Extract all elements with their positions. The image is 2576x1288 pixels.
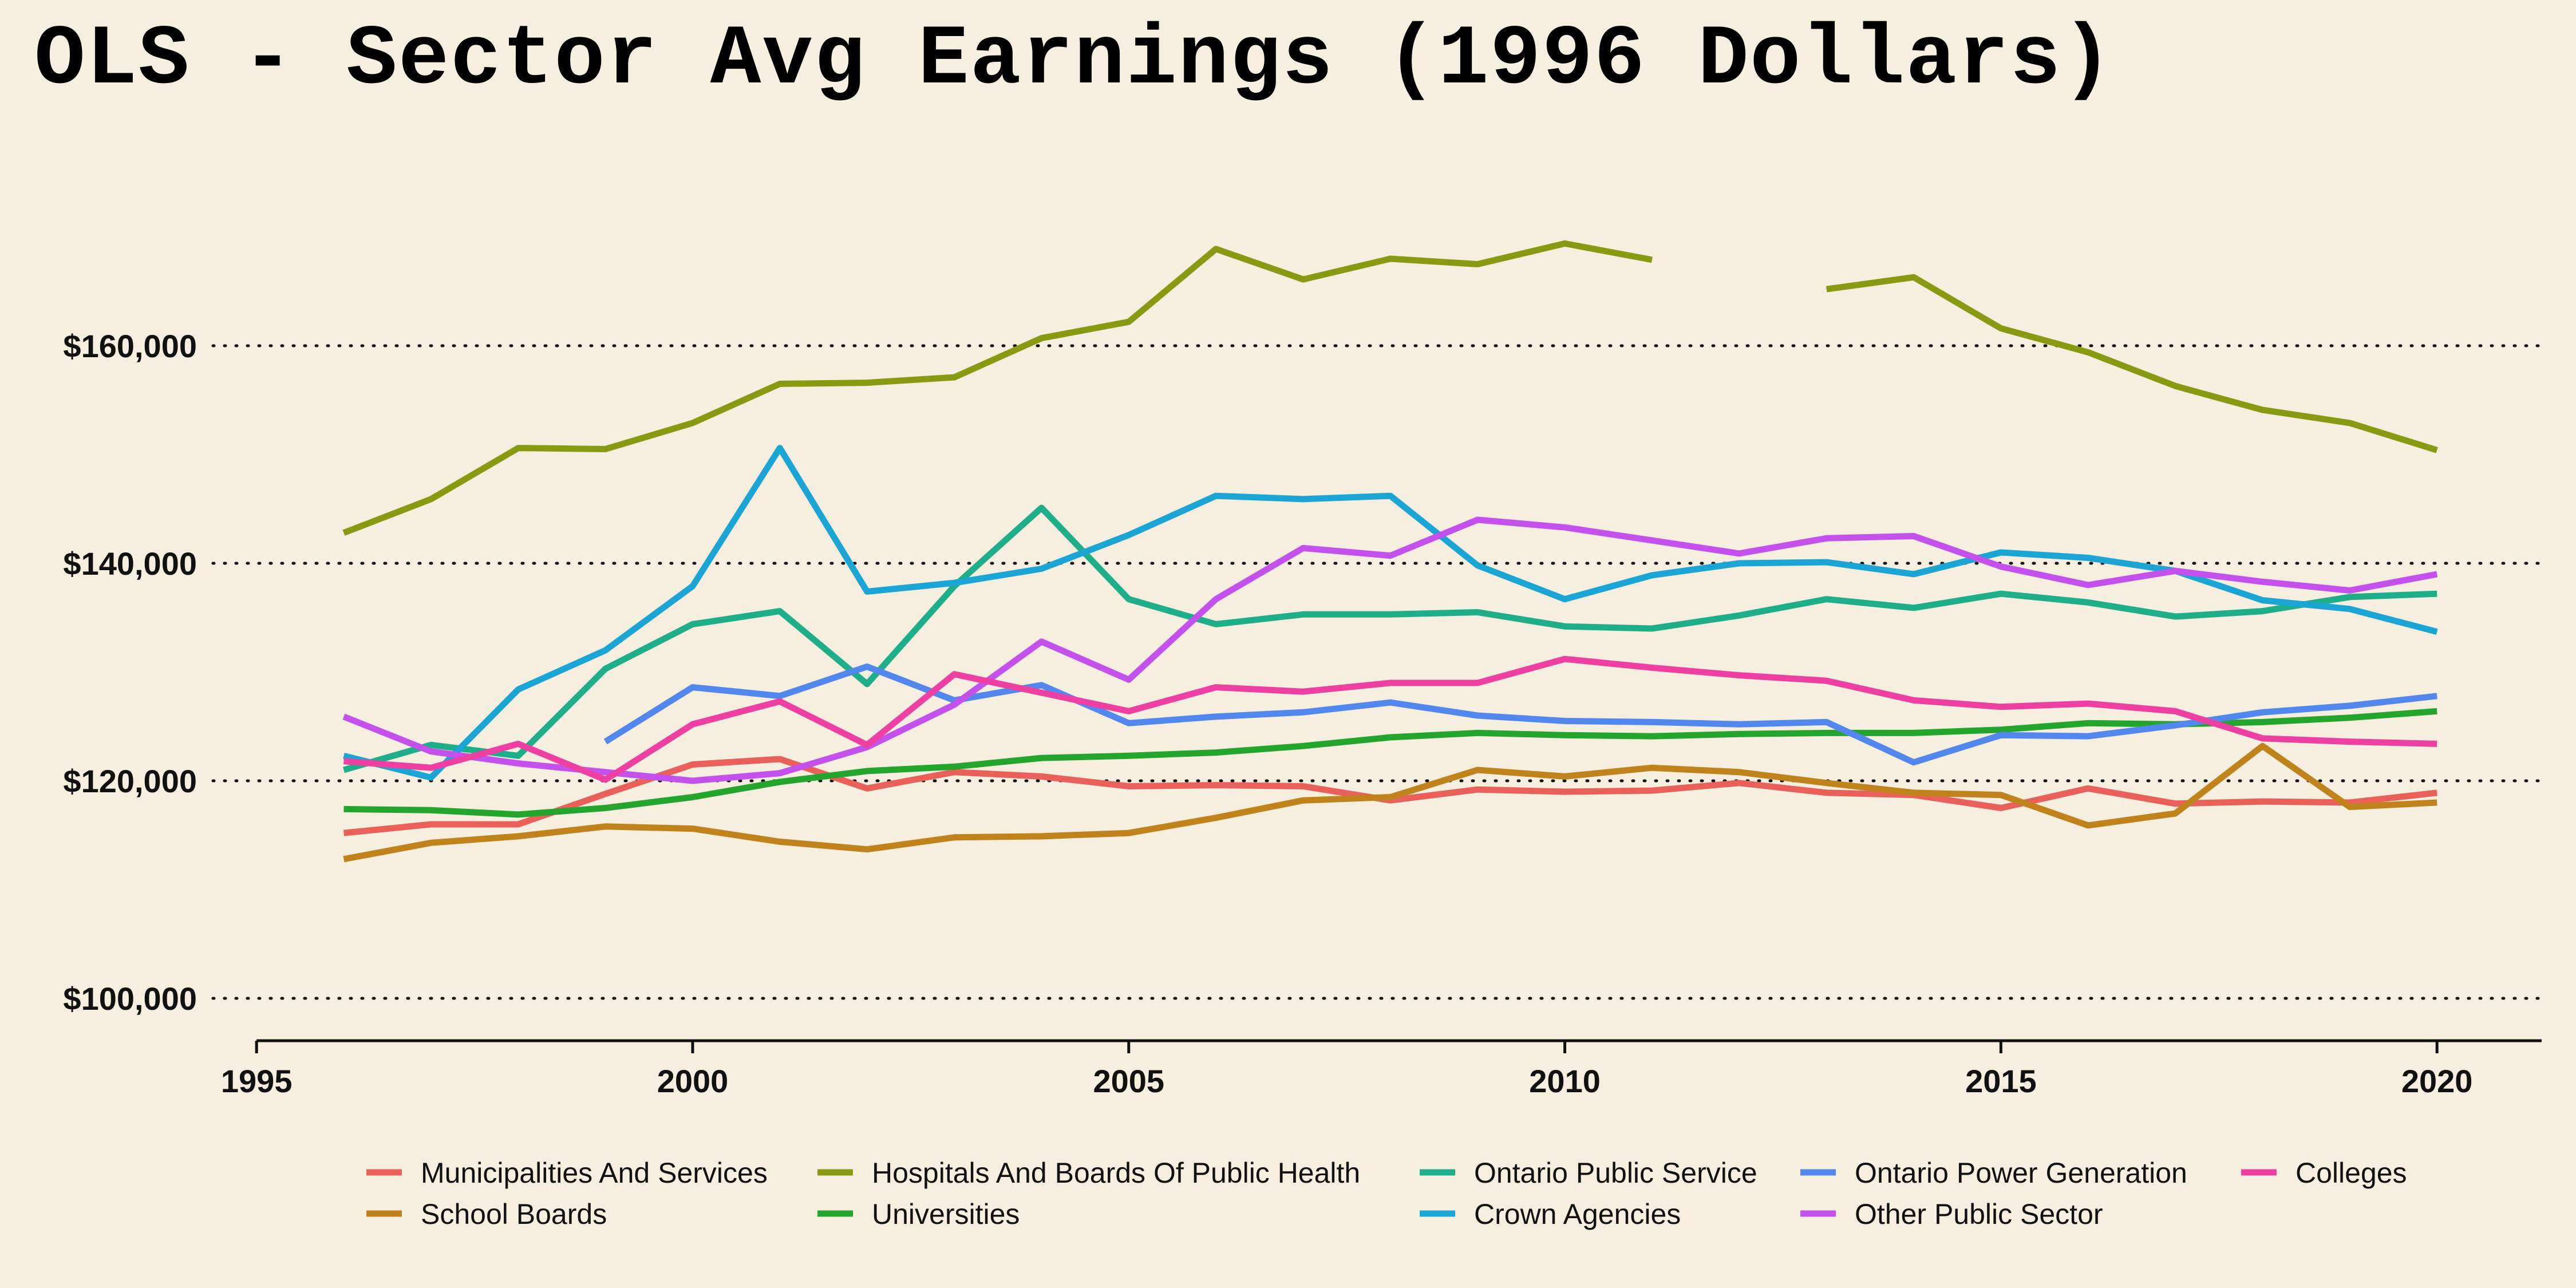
legend-label-ontario-power-generation: Ontario Power Generation [1855,1157,2187,1189]
series-line-school-boards [343,742,2437,863]
series-line-municipalities-and-services [343,756,2437,836]
y-tick-label: $140,000 [63,546,197,582]
y-tick-label: $100,000 [63,981,197,1017]
legend-label-universities: Universities [872,1198,1020,1230]
x-tick-label: 2020 [2401,1063,2473,1099]
series-line-ontario-power-generation [603,663,2437,766]
x-tick-label: 2010 [1529,1063,1601,1099]
legend: Municipalities And Services School Boards… [366,1157,2407,1230]
legend-label-other-public-sector: Other Public Sector [1855,1198,2103,1230]
series-layer [342,240,2438,863]
x-tick-label: 2000 [657,1063,729,1099]
legend-label-municipalities-and-services: Municipalities And Services [421,1157,768,1189]
x-tick-label: 2015 [1965,1063,2037,1099]
series-line-ontario-public-service [342,504,2437,773]
series-line-other-public-sector [342,516,2438,784]
series-line-hospitals-and-boards-of-public-health [342,240,2438,536]
y-tick-label: $160,000 [63,328,197,364]
legend-label-colleges: Colleges [2296,1157,2407,1189]
series-line-crown-agencies [343,445,2438,781]
series-line-colleges [343,655,2437,783]
axis-layer: $100,000 $120,000 $140,000 $160,000 1995 2000… [63,328,2542,1099]
chart-title: OLS - Sector Avg Earnings (1996 Dollars) [34,13,2114,108]
y-tick-label: $120,000 [63,763,197,799]
legend-label-hospitals-and-boards-of-public-health: Hospitals And Boards Of Public Health [872,1157,1360,1189]
x-tick-label: 2005 [1093,1063,1164,1099]
legend-label-ontario-public-service: Ontario Public Service [1474,1157,1757,1189]
legend-label-school-boards: School Boards [421,1198,607,1230]
legend-label-crown-agencies: Crown Agencies [1474,1198,1681,1230]
series-line-universities [343,708,2437,818]
x-tick-label: 1995 [221,1063,293,1099]
